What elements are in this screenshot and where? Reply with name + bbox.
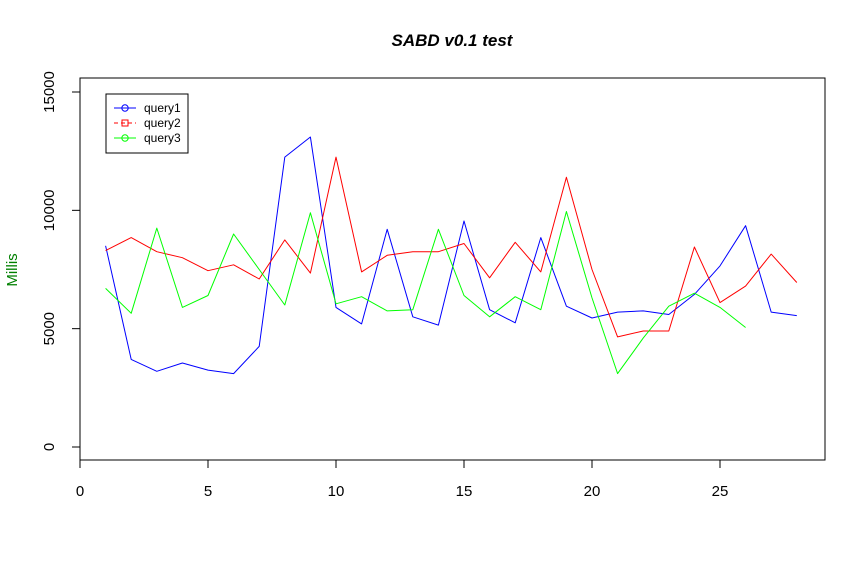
x-tick-label: 0 [76, 483, 84, 500]
legend-entry-query3: query3 [114, 131, 181, 145]
y-tick-label: 0 [41, 443, 58, 451]
legend-entry-query1: query1 [114, 101, 181, 115]
series-line-query3 [105, 211, 746, 375]
legend-marker [121, 104, 129, 112]
legend-entry-query2: query2 [114, 116, 181, 130]
legend-label: query2 [144, 116, 181, 130]
x-tick-label: 25 [712, 483, 729, 500]
x-axis: 0 5 10 15 20 25 [76, 459, 729, 500]
legend-marker [121, 119, 129, 127]
legend-label: query1 [144, 101, 181, 115]
y-axis: 0 5000 10000 15000 [41, 71, 81, 451]
legend-label: query3 [144, 131, 181, 145]
x-tick-label: 15 [456, 483, 473, 500]
chart-title: SABD v0.1 test [392, 31, 514, 50]
legend-marker [121, 134, 129, 142]
x-tick-label: 10 [328, 483, 345, 500]
y-axis-label: Millis [4, 253, 21, 286]
series-line-query2 [105, 156, 798, 338]
x-tick-label: 20 [584, 483, 601, 500]
legend-box [105, 93, 189, 154]
y-tick-label: 5000 [41, 312, 58, 345]
y-tick-label: 10000 [41, 189, 58, 231]
series-line-query1 [105, 136, 797, 375]
y-tick-label: 15000 [41, 71, 58, 113]
x-tick-label: 5 [204, 483, 212, 500]
series-layer [105, 136, 798, 375]
